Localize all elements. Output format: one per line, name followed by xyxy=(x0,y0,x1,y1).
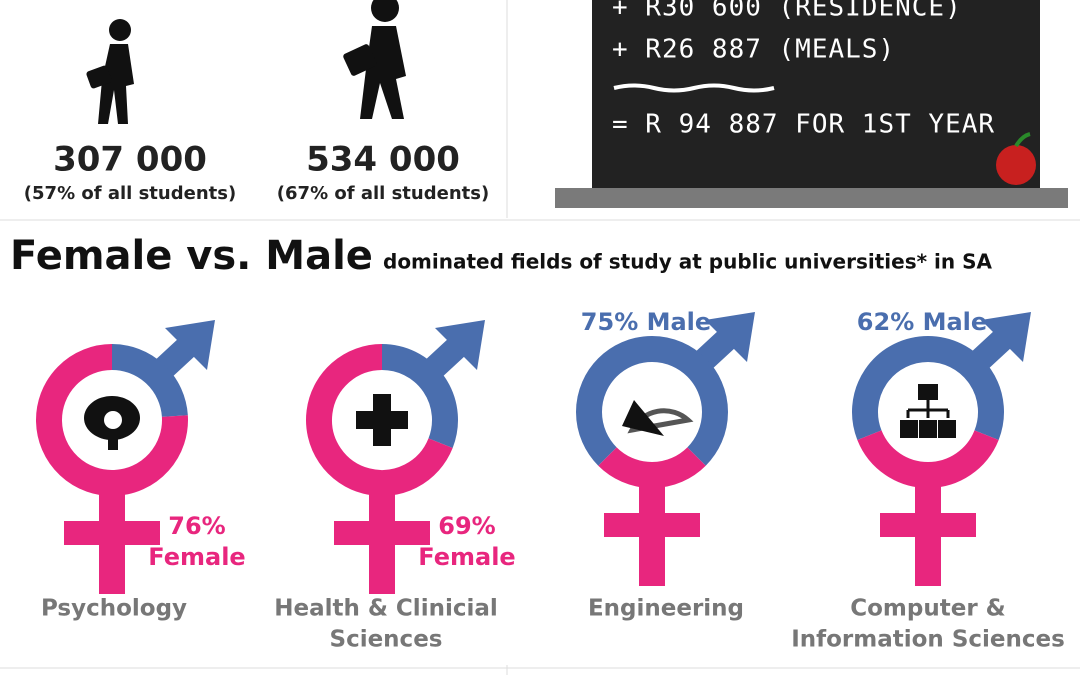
female-arc xyxy=(306,344,453,496)
icon xyxy=(919,420,937,438)
student-share: (67% of all students) xyxy=(277,183,489,204)
percent-label: Female xyxy=(418,543,515,571)
chalk-line: = R 94 887 FOR 1ST YEAR xyxy=(612,110,995,140)
fields: 76% Female Psychology 69% Female Health & Cli… xyxy=(36,308,1065,653)
male-symbol xyxy=(435,320,485,370)
chalkboard xyxy=(592,0,1040,188)
female-symbol xyxy=(64,521,160,545)
percent-label: 62% Male xyxy=(857,308,987,336)
female-arc xyxy=(857,429,999,488)
field-name: Sciences xyxy=(330,627,443,653)
female-symbol xyxy=(604,513,700,537)
field-name: Psychology xyxy=(41,596,187,622)
male-symbol xyxy=(981,312,1031,362)
student-icon xyxy=(343,0,406,119)
percent-label: 75% Male xyxy=(581,308,711,336)
female-arc xyxy=(598,446,706,488)
section-subtitle: dominated fields of study at public univ… xyxy=(383,250,992,274)
percent-label: 76% xyxy=(168,512,225,540)
icon xyxy=(622,400,664,436)
male-arc xyxy=(111,344,188,418)
icon xyxy=(938,420,956,438)
female-arc xyxy=(36,344,188,496)
chalk-tray xyxy=(555,188,1068,208)
male-arc xyxy=(381,344,458,448)
student-share: (57% of all students) xyxy=(24,183,236,204)
section-title: Female vs. Male xyxy=(10,233,373,279)
student-count: 307 000 xyxy=(53,140,207,180)
chalk-line: + R26 887 (MEALS) xyxy=(612,35,895,65)
chalk-line: + R30 600 (RESIDENCE) xyxy=(612,0,962,23)
icon xyxy=(918,384,938,400)
field-name: Health & Clinicial xyxy=(274,596,498,622)
percent-label: 69% xyxy=(438,512,495,540)
field-name: Computer & xyxy=(850,596,1006,622)
student-icon xyxy=(86,19,134,124)
icon xyxy=(356,411,408,429)
chalk-rule xyxy=(613,83,775,93)
student-count: 534 000 xyxy=(306,140,460,180)
icon xyxy=(906,400,950,418)
icon xyxy=(104,411,122,429)
icon xyxy=(900,420,918,438)
icon xyxy=(108,436,118,450)
field-name: Information Sciences xyxy=(791,627,1065,653)
female-symbol xyxy=(334,521,430,545)
apple-icon xyxy=(996,132,1036,185)
percent-label: Female xyxy=(148,543,245,571)
male-symbol xyxy=(705,312,755,362)
male-arc xyxy=(852,336,1004,440)
field-name: Engineering xyxy=(588,596,744,622)
female-symbol xyxy=(880,513,976,537)
male-symbol xyxy=(165,320,215,370)
male-arc xyxy=(576,336,728,466)
